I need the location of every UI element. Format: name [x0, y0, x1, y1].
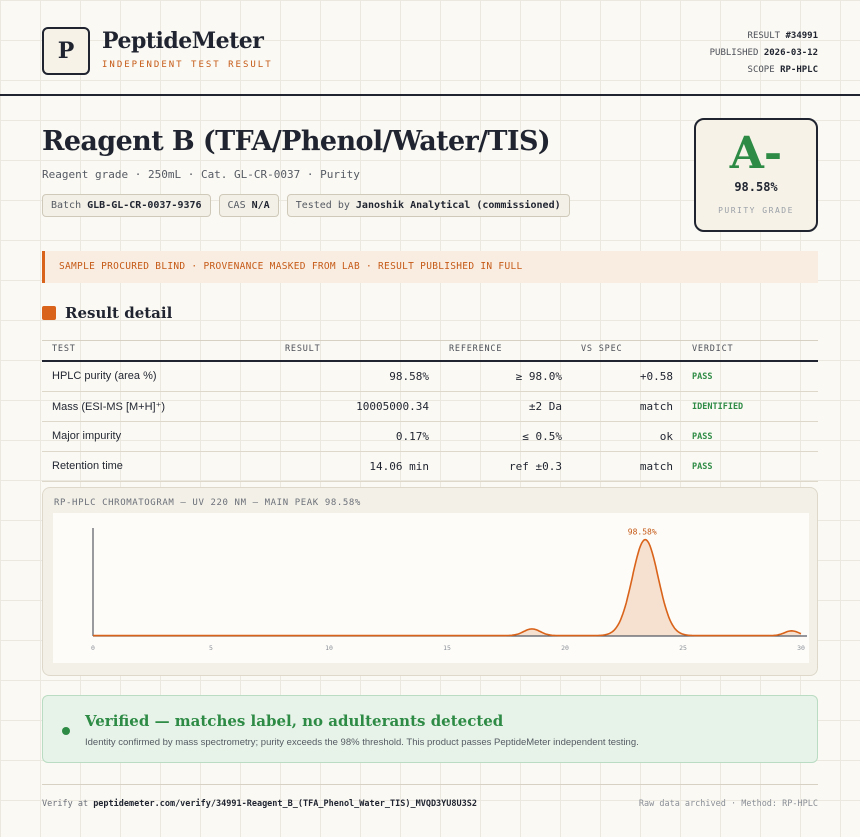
- cell-verdict: PASS: [692, 432, 713, 442]
- published-date: 2026-03-12: [763, 48, 818, 58]
- plot-background: [53, 513, 809, 663]
- chart-title: RP-HPLC CHROMATOGRAM — UV 220 NM — MAIN …: [54, 498, 361, 508]
- result-meta: RESULT #34991 PUBLISHED 2026-03-12 SCOPE…: [710, 28, 818, 79]
- verified-banner: Verified — matches label, no adulterants…: [42, 695, 818, 763]
- cell-test: Mass (ESI-MS [M+H]⁺): [52, 401, 166, 413]
- chromatogram-card: RP-HPLC CHROMATOGRAM — UV 220 NM — MAIN …: [42, 487, 818, 676]
- cell-vs-spec: match: [639, 460, 673, 473]
- cell-verdict: PASS: [692, 462, 713, 472]
- x-tick-label: 15: [443, 644, 451, 652]
- cell-test: Major impurity: [52, 430, 122, 442]
- cell-vs-spec: ok: [659, 430, 673, 443]
- x-tick-label: 30: [797, 644, 805, 652]
- verified-title: Verified — matches label, no adulterants…: [85, 712, 504, 730]
- x-tick-label: 0: [91, 644, 95, 652]
- cell-reference: ≥ 98.0%: [515, 370, 562, 383]
- cas-value: N/A: [251, 200, 270, 211]
- product-chips: Batch GLB-GL-CR-0037-9376 CAS N/A Tested…: [42, 194, 570, 217]
- cell-result: 0.17%: [395, 430, 429, 443]
- x-tick-label: 5: [209, 644, 213, 652]
- purity-grade-card: A- 98.58% PURITY GRADE: [694, 118, 818, 232]
- result-number: #34991: [785, 31, 818, 41]
- section-title: Result detail: [65, 304, 173, 322]
- published-label: PUBLISHED: [709, 48, 759, 58]
- cell-vs-spec: +0.58: [639, 370, 673, 383]
- table-row: Retention time 14.06 min ref ±0.3 match …: [42, 452, 818, 482]
- grade-label: PURITY GRADE: [718, 206, 794, 215]
- header-test: TEST: [52, 344, 76, 354]
- x-tick-label: 20: [561, 644, 569, 652]
- cas-label: CAS: [227, 200, 246, 211]
- scope-label: SCOPE: [747, 65, 775, 75]
- tested-by-chip: Tested by Janoshik Analytical (commissio…: [286, 194, 570, 217]
- cell-result: 14.06 min: [369, 460, 429, 473]
- header-verdict: VERDICT: [692, 344, 734, 354]
- brand-tagline: INDEPENDENT TEST RESULT: [102, 60, 273, 70]
- brand-logo: P: [42, 27, 90, 75]
- cell-reference: ±2 Da: [528, 400, 562, 413]
- cell-test: Retention time: [52, 460, 123, 472]
- header-reference: REFERENCE: [449, 344, 503, 354]
- batch-chip: Batch GLB-GL-CR-0037-9376: [42, 194, 211, 217]
- header-divider: [0, 94, 860, 96]
- table-row: Mass (ESI-MS [M+H]⁺) 10005000.34 ±2 Da m…: [42, 392, 818, 422]
- brand-name: PeptideMeter: [102, 28, 264, 54]
- cell-verdict: PASS: [692, 372, 713, 382]
- footer-method: Raw data archived · Method: RP-HPLC: [638, 799, 818, 809]
- cell-result: 98.58%: [389, 370, 429, 383]
- peak-label: 98.58%: [628, 528, 657, 537]
- section-marker: [42, 306, 56, 320]
- cell-reference: ≤ 0.5%: [522, 430, 562, 443]
- cell-test: HPLC purity (area %): [52, 370, 157, 382]
- verified-text: Identity confirmed by mass spectrometry;…: [85, 737, 639, 748]
- header-vs-spec: VS SPEC: [581, 344, 623, 354]
- table-row: HPLC purity (area %) 98.58% ≥ 98.0% +0.5…: [42, 362, 818, 392]
- footer-divider: [42, 784, 818, 785]
- batch-label: Batch: [51, 200, 82, 211]
- cell-verdict: IDENTIFIED: [692, 402, 744, 412]
- product-title: Reagent B (TFA/Phenol/Water/TIS): [42, 126, 551, 157]
- scope-value: RP-HPLC: [780, 65, 818, 75]
- batch-value: GLB-GL-CR-0037-9376: [87, 200, 202, 211]
- cell-result: 10005000.34: [356, 400, 429, 413]
- verified-dot-icon: [62, 727, 70, 735]
- blind-notice: SAMPLE PROCURED BLIND · PROVENANCE MASKE…: [42, 251, 818, 283]
- verify-label: Verify at: [42, 799, 89, 809]
- cell-vs-spec: match: [639, 400, 673, 413]
- cell-reference: ref ±0.3: [509, 460, 562, 473]
- header-result: RESULT: [285, 344, 321, 354]
- product-subtitle: Reagent grade · 250mL · Cat. GL-CR-0037 …: [42, 168, 360, 181]
- chromatogram-chart: 0 5 10 15 20 25 30 98.58%: [53, 513, 809, 663]
- table-row: Major impurity 0.17% ≤ 0.5% ok PASS: [42, 422, 818, 452]
- x-tick-label: 10: [325, 644, 333, 652]
- grade-value: 98.58%: [734, 180, 778, 194]
- verify-line: Verify at peptidemeter.com/verify/34991-…: [42, 799, 477, 809]
- result-table: TEST RESULT REFERENCE VS SPEC VERDICT HP…: [42, 340, 818, 482]
- verify-link[interactable]: peptidemeter.com/verify/34991-Reagent_B_…: [93, 799, 477, 809]
- table-header: TEST RESULT REFERENCE VS SPEC VERDICT: [42, 340, 818, 362]
- tested-label: Tested by: [295, 200, 350, 211]
- cas-chip: CAS N/A: [218, 194, 279, 217]
- chromatogram-line: [93, 538, 802, 637]
- result-label: RESULT: [747, 31, 781, 41]
- x-tick-label: 25: [679, 644, 687, 652]
- tested-value: Janoshik Analytical (commissioned): [355, 200, 561, 211]
- grade-letter: A-: [729, 128, 783, 179]
